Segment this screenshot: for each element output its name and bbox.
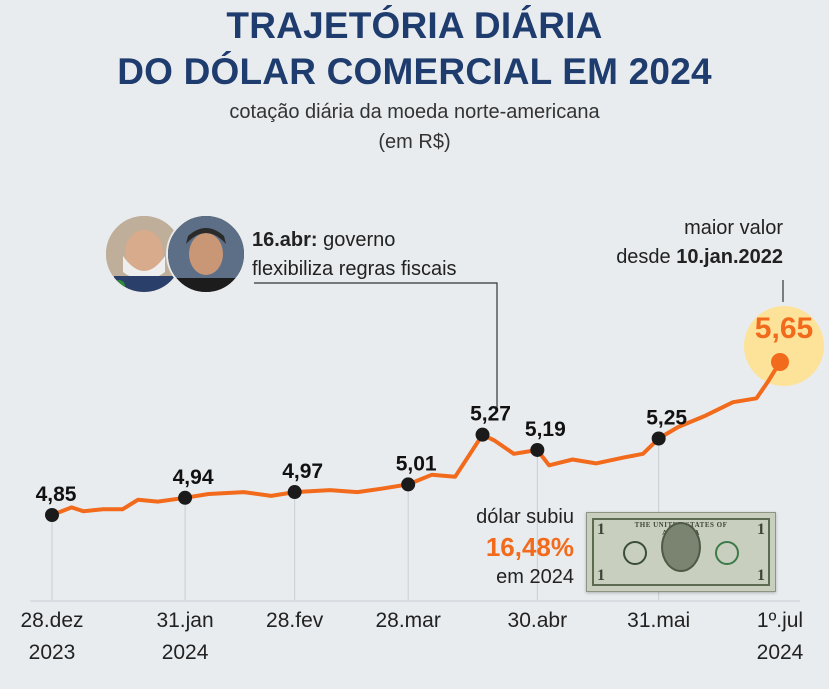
callout-value: 16,48%: [485, 532, 574, 562]
bill-seal-icon: [715, 541, 739, 565]
x-tick-label: 28.fev: [266, 609, 324, 632]
callout: dólar subiu 16,48% em 2024: [476, 502, 574, 592]
bill-seal-icon: [623, 541, 647, 565]
data-point: [401, 477, 416, 492]
data-label: 5,25: [646, 407, 687, 430]
politician-photo-2: [166, 214, 246, 294]
data-label: 4,94: [173, 466, 214, 489]
annotation-policy: 16.abr: governo flexibiliza regras fisca…: [252, 226, 457, 284]
data-point: [178, 490, 193, 505]
data-point: [45, 508, 59, 522]
x-tick-label-year: 2023: [29, 641, 76, 664]
bill-portrait-icon: [661, 522, 701, 572]
annotation-policy-text-2: flexibiliza regras fiscais: [252, 258, 457, 280]
x-tick-label-year: 2024: [162, 641, 209, 664]
bill-denomination-top-right: 1: [757, 521, 765, 538]
callout-line-1: dólar subiu: [476, 506, 574, 528]
x-tick-label: 30.abr: [508, 609, 568, 632]
data-point: [287, 485, 302, 500]
bill-denomination-bottom-left: 1: [597, 567, 605, 584]
bill-denomination-top-left: 1: [597, 521, 605, 538]
annotation-policy-date: 16.abr:: [252, 229, 318, 251]
annotation-policy-text-1: governo: [323, 229, 396, 251]
bill-denomination-bottom-right: 1: [757, 567, 765, 584]
max-value-highlight: [744, 306, 824, 386]
data-label: 5,27: [470, 403, 511, 426]
title-line-2: DO DÓLAR COMERCIAL EM 2024: [117, 51, 712, 92]
person-portrait-icon: [168, 216, 244, 292]
x-tick-label: 31.mai: [627, 609, 690, 632]
data-label: 5,19: [525, 418, 566, 441]
annotation-max-date: 10.jan.2022: [676, 246, 783, 268]
data-point: [475, 427, 490, 442]
data-point: [530, 442, 545, 457]
x-tick-label: 31.jan: [156, 609, 213, 632]
x-tick-label: 28.mar: [375, 609, 440, 632]
annotation-max-prefix: desde: [616, 246, 671, 268]
data-label: 4,85: [36, 483, 77, 506]
subtitle-line-1: cotação diária da moeda norte-americana: [229, 101, 600, 123]
data-point: [651, 431, 666, 446]
x-tick-label-year: 2024: [757, 641, 804, 664]
series-line: [50, 360, 782, 517]
bill-border: [592, 518, 770, 586]
data-point: [771, 353, 789, 371]
data-label: 5,65: [755, 312, 813, 345]
callout-line-3: em 2024: [496, 566, 574, 588]
dollar-bill-image: THE UNITED STATES OF AMERICA 1 1 1 1: [586, 512, 776, 592]
annotation-max-line-1: maior valor: [684, 217, 783, 239]
subtitle-line-2: (em R$): [378, 131, 451, 153]
data-label: 5,01: [396, 452, 437, 475]
x-tick-label: 28.dez: [20, 609, 83, 632]
x-tick-label: 1º.jul: [757, 609, 803, 632]
annotation-policy-leader: [254, 282, 498, 409]
annotation-max: maior valor desde 10.jan.2022: [616, 214, 783, 272]
title-line-1: TRAJETÓRIA DIÁRIA: [226, 5, 603, 46]
data-label: 4,97: [282, 460, 323, 483]
